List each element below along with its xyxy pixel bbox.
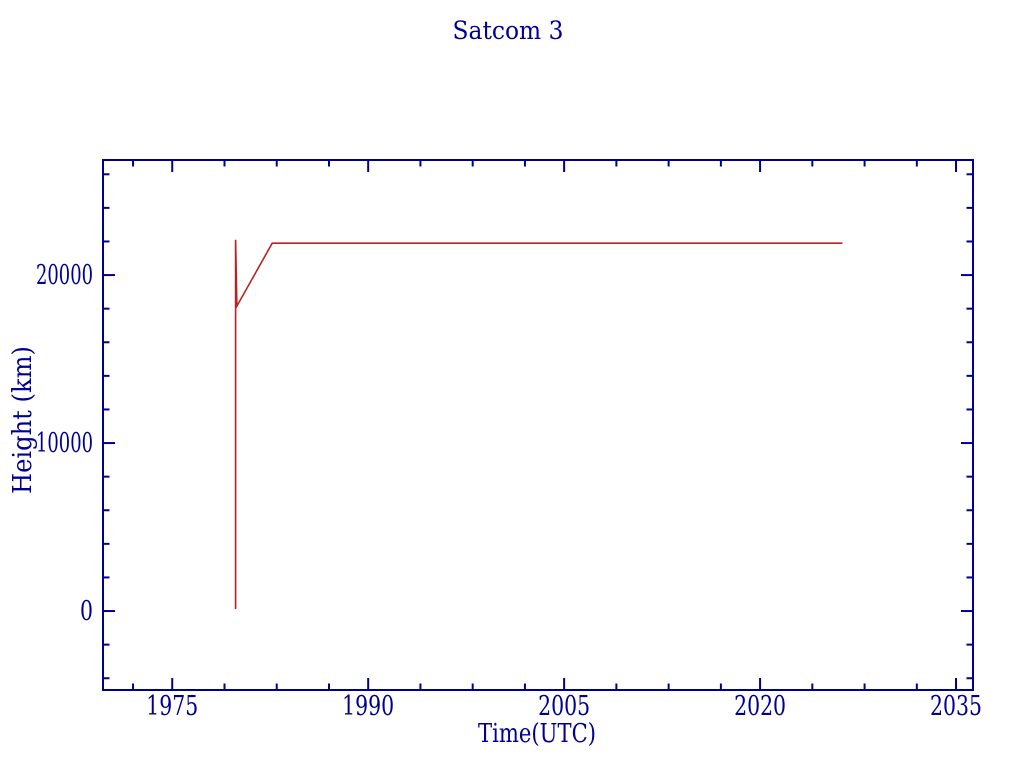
y-axis-label: Height (km)	[8, 346, 38, 494]
chart-title: Satcom 3	[453, 16, 564, 45]
plot-frame	[102, 159, 974, 691]
x-tick-label: 2035	[930, 691, 982, 722]
plot-area: 1975 1990 2005 2020 2035 0 10000 20000	[36, 159, 982, 722]
x-tick-label: 1975	[146, 691, 198, 722]
y-tick-label: 0	[80, 596, 93, 627]
y-tick-label: 20000	[36, 260, 93, 291]
x-tick-label: 2020	[734, 691, 786, 722]
x-tick-label: 2005	[538, 691, 590, 722]
y-tick-label: 10000	[36, 428, 93, 459]
x-tick-label: 1990	[342, 691, 394, 722]
x-axis-label: Time(UTC)	[478, 719, 596, 749]
height-series-line	[234, 239, 843, 609]
